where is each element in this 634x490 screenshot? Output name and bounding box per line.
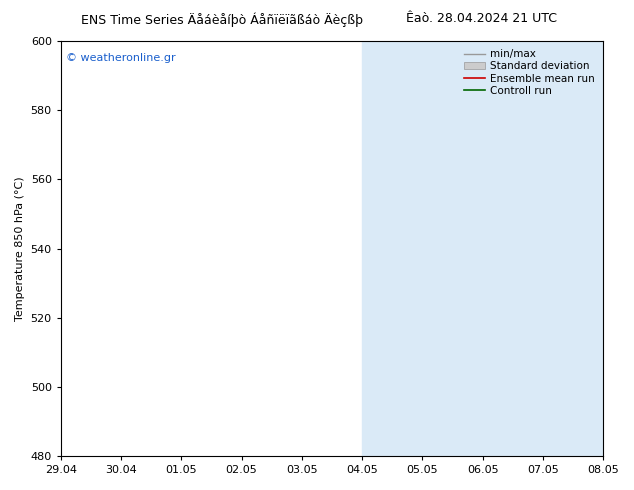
Text: ENS Time Series Äåáèåíþò Áåñïëïãßáò Äèçßþ: ENS Time Series Äåáèåíþò Áåñïëïãßáò Äèçß… — [81, 12, 363, 27]
Y-axis label: Temperature 850 hPa (°C): Temperature 850 hPa (°C) — [15, 176, 25, 321]
Bar — [362, 41, 482, 456]
Bar — [482, 41, 603, 456]
Text: © weatheronline.gr: © weatheronline.gr — [67, 53, 176, 64]
Text: Êaò. 28.04.2024 21 UTC: Êaò. 28.04.2024 21 UTC — [406, 12, 557, 25]
Legend: min/max, Standard deviation, Ensemble mean run, Controll run: min/max, Standard deviation, Ensemble me… — [461, 46, 598, 99]
